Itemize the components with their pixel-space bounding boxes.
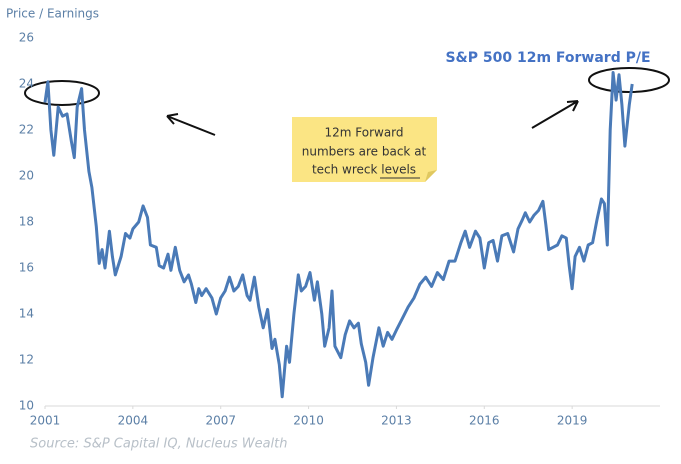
- x-tick-label: 2004: [118, 414, 149, 428]
- arrow: [166, 113, 216, 136]
- x-tick-label: 2019: [557, 414, 588, 428]
- y-tick-label: 16: [19, 261, 34, 275]
- y-tick-label: 10: [19, 399, 34, 413]
- y-tick-label: 12: [19, 353, 34, 367]
- note-line: numbers are back at: [302, 145, 427, 159]
- source: Source: S&P Capital IQ, Nucleus Wealth: [30, 437, 288, 452]
- note-box: [292, 117, 437, 182]
- x-tick-label: 2016: [469, 414, 500, 428]
- highlight-ellipse: [24, 80, 100, 106]
- y-tick-label: 14: [19, 307, 34, 321]
- note-fold: [425, 170, 437, 182]
- y-tick-label: 20: [19, 169, 34, 183]
- note-line: 12m Forward: [324, 126, 403, 140]
- x-tick-label: 2001: [30, 414, 61, 428]
- highlight-ellipse: [588, 67, 670, 93]
- x-tick-label: 2010: [293, 414, 324, 428]
- y-tick-label: 24: [19, 77, 34, 91]
- y-axis-title: Price / Earnings: [6, 7, 99, 21]
- y-tick-label: 26: [19, 31, 34, 45]
- chart-title: S&P 500 12m Forward P/E: [445, 50, 650, 66]
- y-tick-label: 18: [19, 215, 34, 229]
- x-tick-label: 2007: [205, 414, 236, 428]
- note-line: tech wreck levels: [312, 163, 416, 177]
- arrow: [531, 100, 579, 129]
- note: 12m Forward numbers are back at tech wre…: [292, 117, 437, 182]
- line-series: [43, 71, 634, 399]
- x-tick-label: 2013: [381, 414, 412, 428]
- arrows: [166, 100, 579, 136]
- y-tick-label: 22: [19, 123, 34, 137]
